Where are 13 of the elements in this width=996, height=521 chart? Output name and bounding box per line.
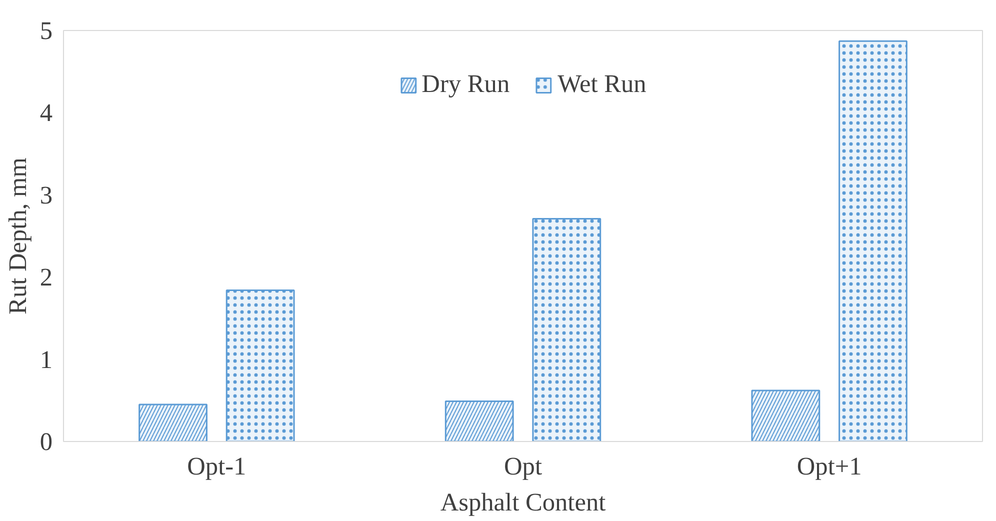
y-tick-label: 2 bbox=[40, 264, 53, 292]
x-tick-label: Opt-1 bbox=[187, 452, 246, 480]
y-tick-label: 5 bbox=[40, 17, 53, 45]
y-tick-label: 1 bbox=[40, 346, 53, 374]
y-tick-label: 0 bbox=[40, 428, 53, 456]
y-tick-label: 3 bbox=[40, 181, 53, 210]
legend-label: Dry Run bbox=[422, 70, 510, 99]
legend-label: Wet Run bbox=[558, 70, 646, 99]
x-axis-title: Asphalt Content bbox=[440, 488, 606, 516]
y-tick-label: 4 bbox=[40, 99, 53, 128]
x-tick-label: Opt bbox=[504, 452, 542, 480]
x-tick-label: Opt+1 bbox=[796, 452, 862, 480]
y-axis-title: Rut Depth, mm bbox=[4, 157, 32, 314]
